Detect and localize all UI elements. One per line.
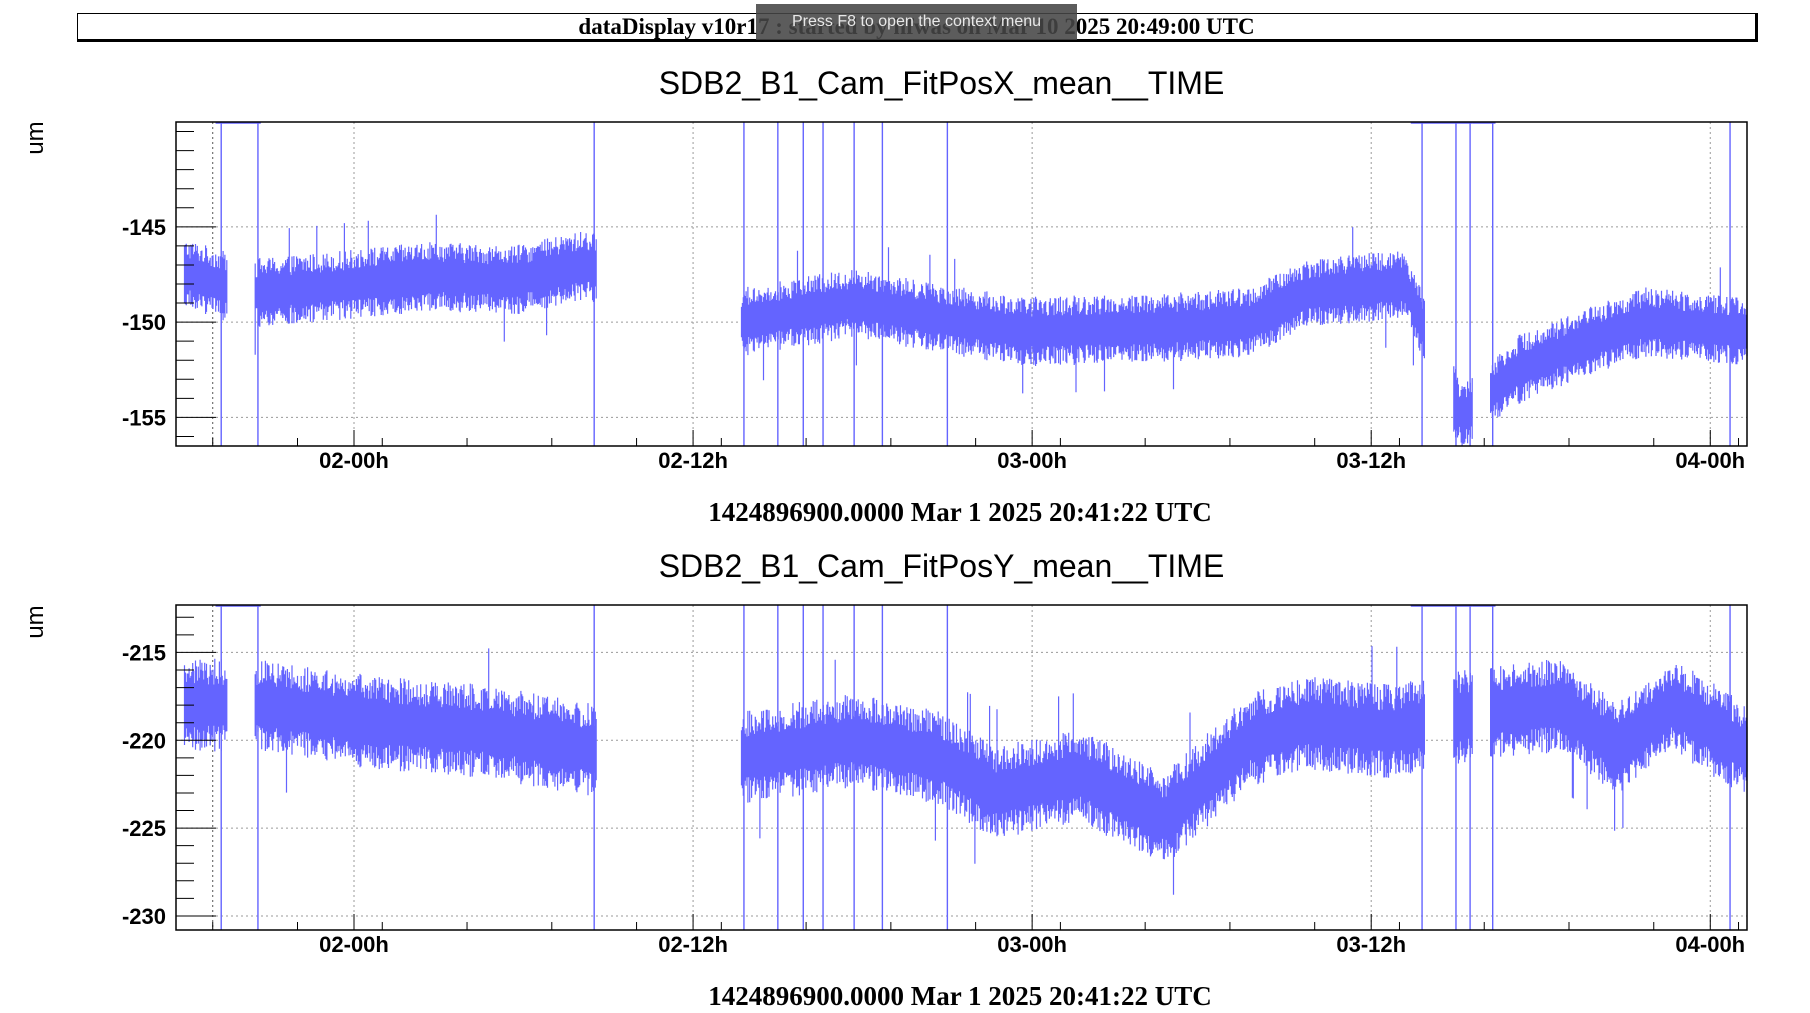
context-menu-tooltip: Press F8 to open the context menu xyxy=(756,4,1077,40)
x-tick-label: 03-12h xyxy=(1336,932,1406,957)
y-axis-unit: um xyxy=(22,121,49,154)
x-tick-label: 02-12h xyxy=(658,448,728,473)
y-tick-label: -230 xyxy=(122,904,166,929)
x-tick-label: 02-12h xyxy=(658,932,728,957)
x-axis-time-offset: 1424896900.0000 Mar 1 2025 20:41:22 UTC xyxy=(708,497,1211,527)
data-trace xyxy=(183,214,1748,446)
y-tick-label: -215 xyxy=(122,640,166,665)
x-tick-label: 02-00h xyxy=(319,932,389,957)
x-axis-time-offset: 1424896900.0000 Mar 1 2025 20:41:22 UTC xyxy=(708,981,1211,1011)
y-tick-label: -220 xyxy=(122,728,166,753)
x-tick-label: 03-00h xyxy=(997,448,1067,473)
x-tick-label: 04-00h xyxy=(1675,932,1745,957)
y-axis-unit: um xyxy=(22,605,49,638)
x-tick-label: 03-00h xyxy=(997,932,1067,957)
x-tick-label: 04-00h xyxy=(1675,448,1745,473)
y-tick-label: -155 xyxy=(122,405,166,430)
chart-title: SDB2_B1_Cam_FitPosY_mean__TIME xyxy=(659,548,1225,584)
y-tick-label: -145 xyxy=(122,215,166,240)
x-tick-label: 02-00h xyxy=(319,448,389,473)
x-tick-label: 03-12h xyxy=(1336,448,1406,473)
data-trace xyxy=(183,646,1748,895)
y-tick-label: -225 xyxy=(122,816,166,841)
y-tick-label: -150 xyxy=(122,310,166,335)
plot-frame xyxy=(175,604,1748,931)
chart-title: SDB2_B1_Cam_FitPosX_mean__TIME xyxy=(659,65,1225,101)
